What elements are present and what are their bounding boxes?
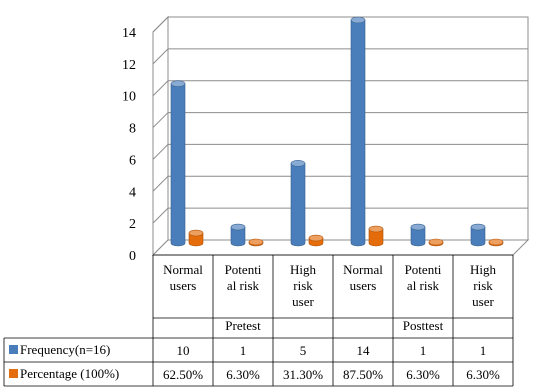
category-label: user [292, 294, 314, 309]
category-label: al risk [407, 278, 440, 293]
bar-top [188, 229, 204, 237]
legend-label: Percentage (100%) [20, 366, 119, 381]
bar [308, 234, 324, 247]
bar [290, 160, 306, 247]
bar-body [410, 226, 426, 247]
bar [410, 223, 426, 247]
bar-body [368, 228, 384, 247]
category-label: al risk [227, 278, 260, 293]
y-tick-label: 4 [129, 185, 136, 200]
gridline [152, 16, 528, 33]
table-cell: 1 [480, 343, 487, 358]
bar-top [290, 160, 306, 167]
table-cell: 5 [300, 343, 307, 358]
category-label: Potenti [405, 262, 442, 277]
category-label: risk [473, 278, 493, 293]
bar-body [170, 83, 186, 247]
bar-top [488, 238, 504, 246]
gridline [152, 143, 528, 160]
bar [488, 238, 504, 247]
table-cell: 62.50% [163, 367, 203, 382]
category-label: Normal [163, 262, 203, 277]
table-cell: 10 [177, 343, 190, 358]
table-cell: 1 [240, 343, 247, 358]
y-tick-label: 8 [129, 122, 136, 137]
bar [470, 223, 486, 247]
bar [188, 229, 204, 247]
table-cell: 31.30% [283, 367, 323, 382]
gridline [152, 175, 528, 192]
gridline [152, 207, 528, 224]
bar [428, 238, 444, 247]
plot-side-wall [152, 15, 169, 257]
gridline [152, 48, 528, 65]
table-cell: 6.30% [466, 367, 500, 382]
category-label: users [350, 278, 377, 293]
bar-top [248, 238, 264, 246]
y-tick-label: 10 [122, 90, 136, 105]
bar-top [428, 238, 444, 246]
y-tick-label: 12 [122, 58, 136, 73]
y-tick-label: 14 [122, 26, 136, 41]
gridline [152, 112, 528, 128]
bar-body [230, 226, 246, 247]
bar-body [470, 226, 486, 247]
bar [230, 223, 246, 247]
category-label: risk [293, 278, 313, 293]
category-label: users [170, 278, 197, 293]
y-tick-label: 0 [129, 249, 136, 264]
plot-back-wall [167, 16, 529, 241]
bar-top [410, 223, 426, 231]
bar-top [308, 234, 324, 242]
category-label: Normal [343, 262, 383, 277]
legend-label: Frequency(n=16) [20, 342, 110, 357]
category-label: Potenti [225, 262, 262, 277]
bar-top [470, 223, 486, 231]
table-cell: 6.30% [226, 367, 260, 382]
bar [368, 225, 384, 247]
bar-top [350, 16, 366, 24]
y-tick-label: 2 [129, 217, 136, 232]
bar-body [188, 232, 204, 247]
bar [170, 80, 186, 247]
group-label: Pretest [225, 318, 261, 333]
category-label: High [290, 262, 317, 277]
gridline [152, 80, 528, 97]
bar [350, 16, 366, 247]
y-tick-label: 6 [129, 153, 136, 168]
legend-swatch [9, 369, 18, 378]
bar-top [230, 223, 246, 231]
bar-top [170, 80, 186, 88]
bar-body [290, 163, 306, 247]
legend-swatch [9, 345, 18, 354]
table-cell: 14 [357, 343, 371, 358]
group-label: Posttest [403, 318, 444, 333]
category-label: user [472, 294, 494, 309]
table-cell: 87.50% [343, 367, 383, 382]
bar [248, 238, 264, 247]
bar-top [368, 225, 384, 233]
bar-body [350, 19, 366, 247]
category-label: High [470, 262, 497, 277]
table-cell: 6.30% [406, 367, 440, 382]
table-cell: 1 [420, 343, 427, 358]
